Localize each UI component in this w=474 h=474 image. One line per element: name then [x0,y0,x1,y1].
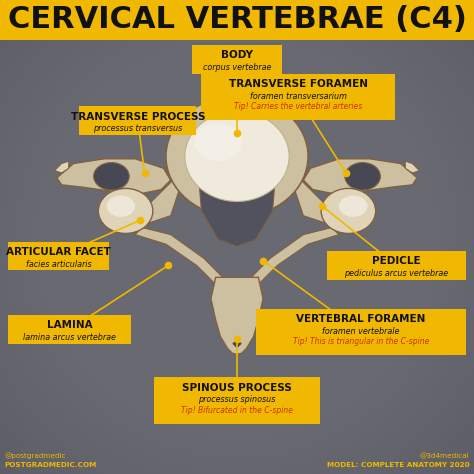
Ellipse shape [321,188,375,233]
Polygon shape [292,180,337,223]
Polygon shape [405,161,419,173]
Text: foramen transversarium: foramen transversarium [250,92,346,101]
Ellipse shape [345,163,380,190]
Text: Tip! Carries the vertebral arteries: Tip! Carries the vertebral arteries [234,102,362,111]
Text: ARTICULAR FACET: ARTICULAR FACET [6,247,111,257]
Text: @postgradmedic: @postgradmedic [5,453,66,459]
Ellipse shape [339,195,367,217]
Text: LAMINA: LAMINA [46,320,92,330]
Text: PEDICLE: PEDICLE [372,256,421,266]
Text: CERVICAL VERTEBRAE (C4): CERVICAL VERTEBRAE (C4) [8,5,466,35]
Polygon shape [303,159,417,194]
Text: MODEL: COMPLETE ANATOMY 2020: MODEL: COMPLETE ANATOMY 2020 [327,463,469,468]
FancyBboxPatch shape [8,242,109,270]
Text: SPINOUS PROCESS: SPINOUS PROCESS [182,383,292,392]
Text: facies articularis: facies articularis [26,260,91,268]
Polygon shape [135,228,223,284]
Ellipse shape [94,163,129,190]
Text: foramen vertebrale: foramen vertebrale [322,327,400,336]
Ellipse shape [166,96,308,217]
Text: processus spinosus: processus spinosus [198,395,276,404]
FancyBboxPatch shape [154,377,320,424]
Text: corpus vertebrae: corpus vertebrae [203,63,271,72]
Polygon shape [137,180,182,223]
Polygon shape [232,339,242,348]
Text: Tip! This is triangular in the C-spine: Tip! This is triangular in the C-spine [293,337,429,346]
Text: TRANSVERSE FORAMEN: TRANSVERSE FORAMEN [228,79,367,89]
Text: Tip! Bifurcated in the C-spine: Tip! Bifurcated in the C-spine [181,406,293,415]
Text: POSTGRADMEDIC.COM: POSTGRADMEDIC.COM [5,463,97,468]
Polygon shape [251,228,339,284]
Ellipse shape [185,111,289,201]
Text: lamina arcus vertebrae: lamina arcus vertebrae [23,333,116,342]
Polygon shape [211,277,263,355]
Text: VERTEBRAL FORAMEN: VERTEBRAL FORAMEN [296,314,426,324]
FancyBboxPatch shape [8,315,131,344]
FancyBboxPatch shape [192,45,282,74]
Polygon shape [55,161,69,173]
Ellipse shape [194,123,242,161]
FancyBboxPatch shape [0,0,474,40]
Ellipse shape [98,188,153,233]
FancyBboxPatch shape [201,74,395,120]
Polygon shape [57,159,171,194]
Text: processus transversus: processus transversus [93,124,182,133]
FancyBboxPatch shape [327,251,466,280]
Text: TRANSVERSE PROCESS: TRANSVERSE PROCESS [71,111,205,122]
Text: pediculus arcus vertebrae: pediculus arcus vertebrae [344,269,448,278]
FancyBboxPatch shape [256,309,466,355]
Text: @3d4medical: @3d4medical [419,453,469,459]
Ellipse shape [107,195,135,217]
Polygon shape [199,178,275,246]
FancyBboxPatch shape [79,106,196,136]
Text: BODY: BODY [221,50,253,60]
